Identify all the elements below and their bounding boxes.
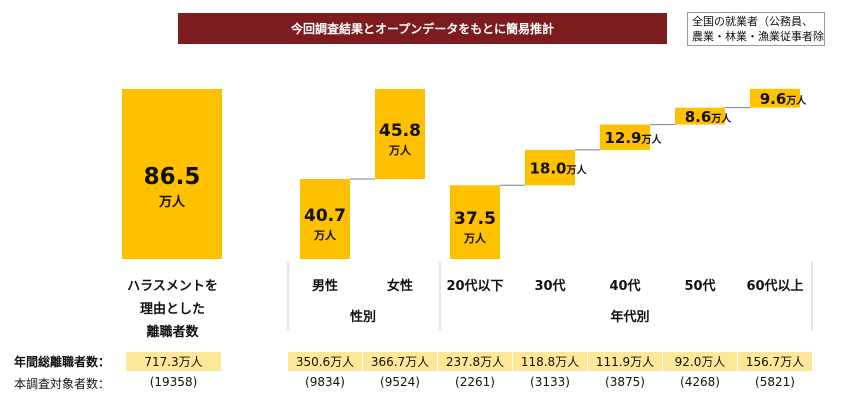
unit-label-20代以下: 万人 — [463, 231, 487, 245]
sample-cell-男性: (9834) — [305, 375, 345, 389]
unit-label-女性: 万人 — [388, 143, 412, 157]
value-label-男性: 40.7 — [304, 206, 346, 226]
total-cell-男性: 350.6万人 — [288, 352, 362, 371]
total-cell-女性: 366.7万人 — [363, 352, 437, 371]
bar-50代 — [675, 107, 725, 125]
scope-note-line-1: 全国の就業者（公務員、 — [692, 15, 813, 28]
total-cell-20代以下: 237.8万人 — [438, 352, 512, 371]
row-label-sample: 本調査対象者数： — [14, 377, 111, 391]
bar-40代 — [600, 124, 650, 150]
scope-note: 全国の就業者（公務員、 農業・林業・漁業従事者除く） — [687, 12, 825, 46]
banner-title: 今回調査結果とオープンデータをもとに簡易推計 — [290, 22, 555, 36]
row-label-total: 年間総離職者数： — [14, 355, 111, 369]
sample-cell-40代: (3875) — [605, 375, 645, 389]
bar-60代以上 — [750, 88, 800, 108]
category-label-20代以下: 20代以下 — [446, 279, 504, 294]
total-cell-60代以上: 156.7万人 — [738, 352, 812, 371]
group-label-gender: 性別 — [349, 310, 376, 325]
value-label-50代: 8.6万人 — [685, 108, 733, 126]
total-cell-30代: 118.8万人 — [513, 352, 587, 371]
sample-cell-女性: (9524) — [380, 375, 420, 389]
category-label-男性: 男性 — [311, 279, 338, 294]
sample-cell-30代: (3133) — [530, 375, 570, 389]
sample-cell-main: (19358) — [149, 375, 198, 389]
total-cell-main: 717.3万人 — [126, 352, 221, 371]
scope-note-line-2: 農業・林業・漁業従事者除く） — [692, 30, 824, 43]
total-cell-50代: 92.0万人 — [663, 352, 737, 371]
sample-cell-20代以下: (2261) — [455, 375, 495, 389]
chart-banner: 今回調査結果とオープンデータをもとに簡易推計 — [178, 13, 667, 44]
sample-cell-60代以上: (5821) — [755, 375, 795, 389]
category-label-50代: 50代 — [684, 279, 716, 294]
unit-label-男性: 万人 — [313, 228, 337, 242]
value-label-30代: 18.0万人 — [529, 160, 587, 178]
bar-男性 — [300, 179, 350, 259]
total-cell-40代: 111.9万人 — [588, 352, 662, 371]
main-category-label-line-2: 理由とした — [139, 302, 205, 317]
main-bar-unit-label: 万人 — [158, 194, 186, 210]
category-label-60代以上: 60代以上 — [746, 279, 804, 294]
value-label-40代: 12.9万人 — [604, 129, 662, 147]
main-bar-value-label: 86.5 — [144, 164, 201, 190]
value-label-60代以上: 9.6万人 — [760, 90, 808, 108]
sample-cell-50代: (4268) — [680, 375, 720, 389]
main-category-label-line-3: 離職者数 — [146, 325, 199, 340]
value-label-20代以下: 37.5 — [454, 209, 496, 229]
category-label-女性: 女性 — [386, 279, 413, 294]
group-label-age: 年代別 — [610, 310, 650, 325]
category-label-30代: 30代 — [534, 279, 566, 294]
category-label-40代: 40代 — [609, 279, 641, 294]
main-bar — [122, 89, 222, 259]
value-label-女性: 45.8 — [379, 121, 421, 141]
bar-30代 — [525, 149, 575, 186]
bar-女性 — [375, 89, 425, 180]
main-category-label-line-1: ハラスメントを — [127, 279, 218, 294]
bar-20代以下 — [450, 185, 500, 259]
